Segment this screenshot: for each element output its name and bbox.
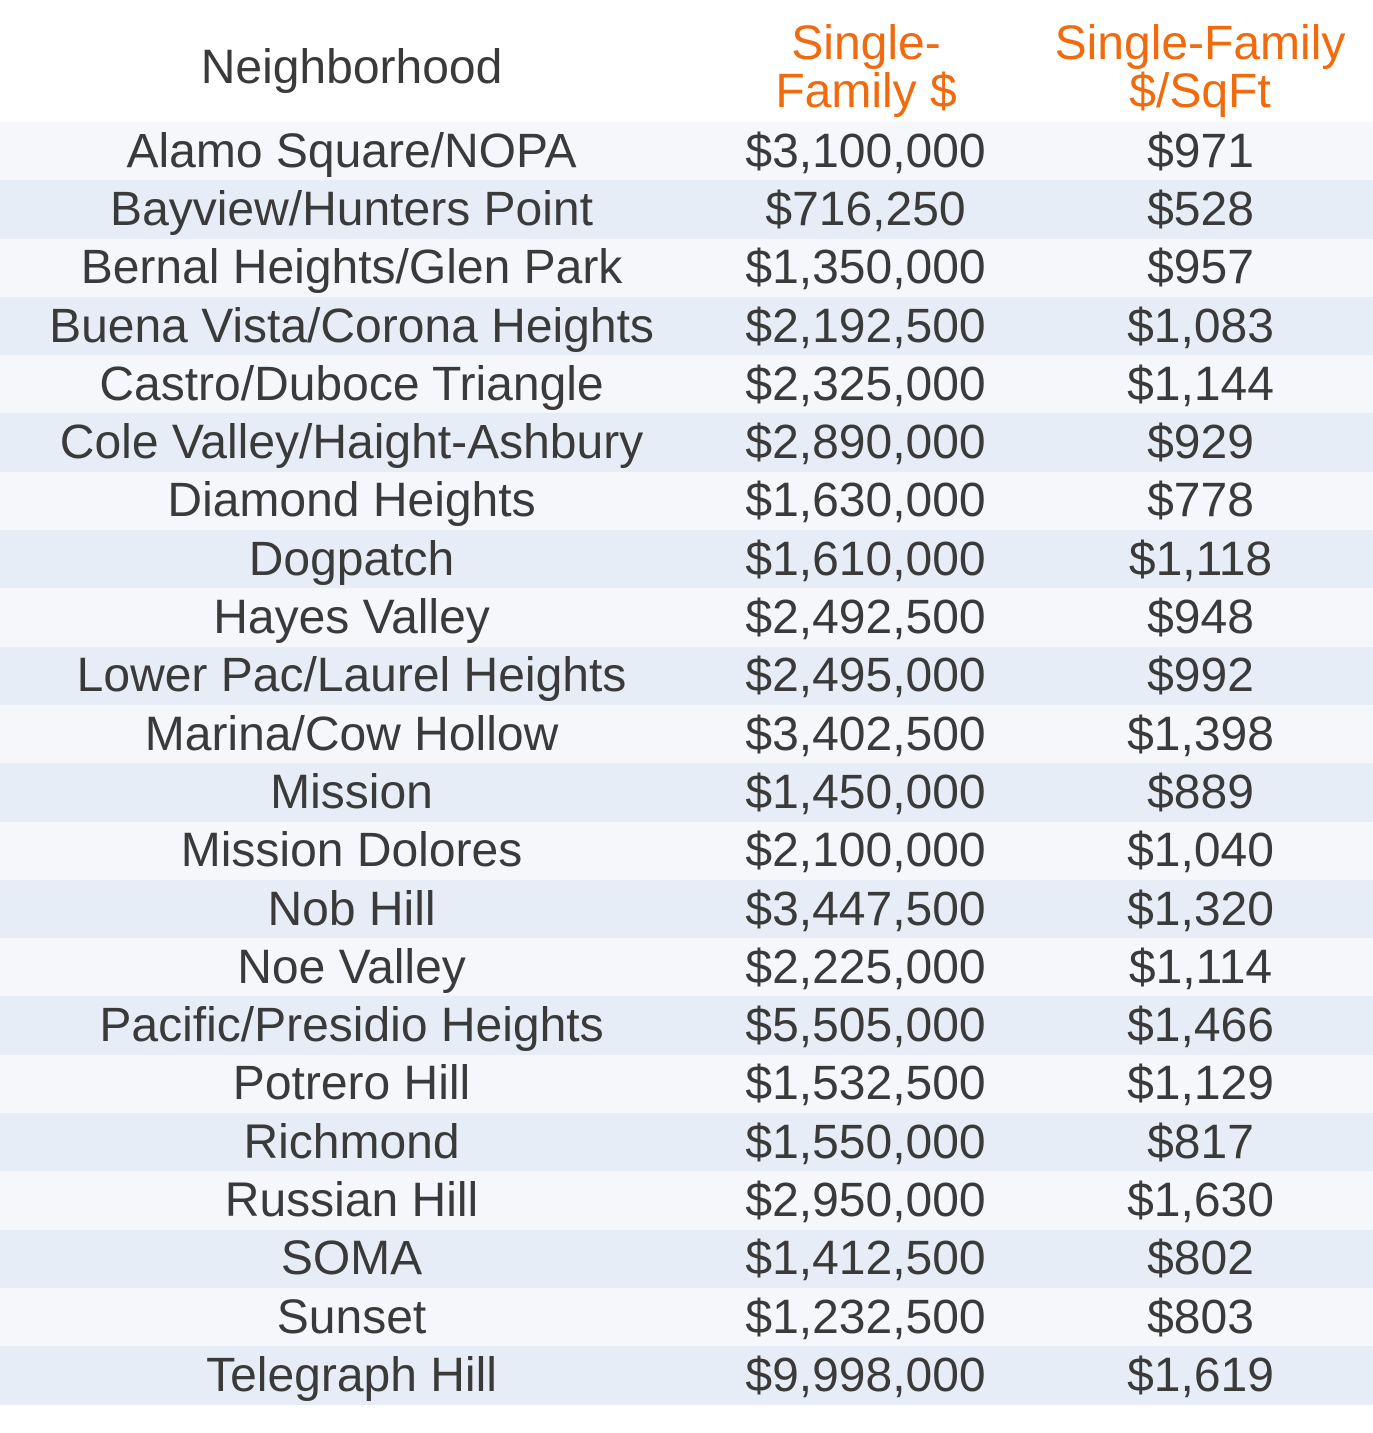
neighborhood-cell: Noe Valley (237, 940, 466, 994)
header-sqft-line1: Single-Family (1054, 17, 1346, 70)
neighborhood-cell: Pacific/Presidio Heights (99, 999, 604, 1053)
price-per-sqft-cell: $948 (1147, 591, 1254, 645)
neighborhood-cell: Bayview/Hunters Point (110, 182, 593, 236)
single-family-price-cell: $3,100,000 (745, 124, 986, 178)
table-row: Russian Hill $2,950,000 $1,630 (0, 1171, 1373, 1230)
price-per-sqft-cell: $1,118 (1128, 532, 1273, 586)
neighborhood-cell: Alamo Square/NOPA (126, 124, 577, 178)
table-row: Cole Valley/Haight-Ashbury $2,890,000 $929 (0, 413, 1373, 472)
neighborhood-cell: Hayes Valley (213, 591, 490, 645)
price-per-sqft-cell: $957 (1147, 241, 1254, 295)
single-family-price-cell: $716,250 (765, 182, 966, 236)
single-family-price-cell: $1,532,500 (745, 1057, 986, 1111)
price-per-sqft-cell: $817 (1147, 1115, 1254, 1169)
neighborhood-cell: Russian Hill (224, 1173, 479, 1227)
header-single-family-price: Single- Family $ (716, 20, 1016, 116)
table-header: Neighborhood Single- Family $ Single-Fam… (0, 0, 1373, 122)
price-per-sqft-cell: $889 (1147, 765, 1254, 819)
neighborhood-cell: Mission (270, 765, 433, 819)
single-family-price-cell: $1,350,000 (745, 241, 986, 295)
price-per-sqft-cell: $778 (1147, 474, 1254, 528)
header-price-line1: Single- (791, 17, 941, 70)
price-per-sqft-cell: $528 (1147, 182, 1254, 236)
price-per-sqft-cell: $971 (1147, 124, 1254, 178)
single-family-price-cell: $2,890,000 (745, 416, 986, 470)
neighborhood-cell: SOMA (280, 1232, 423, 1286)
neighborhood-cell: Sunset (276, 1290, 427, 1344)
price-per-sqft-cell: $929 (1147, 416, 1254, 470)
price-per-sqft-cell: $1,320 (1127, 882, 1274, 936)
single-family-price-cell: $3,447,500 (745, 882, 986, 936)
neighborhood-cell: Marina/Cow Hollow (144, 707, 559, 761)
price-per-sqft-cell: $1,129 (1127, 1057, 1274, 1111)
single-family-price-cell: $1,450,000 (745, 765, 986, 819)
neighborhood-cell: Buena Vista/Corona Heights (49, 299, 654, 353)
price-per-sqft-cell: $803 (1147, 1290, 1254, 1344)
table-row: Bernal Heights/Glen Park $1,350,000 $957 (0, 238, 1373, 297)
table-row: Nob Hill $3,447,500 $1,320 (0, 879, 1373, 939)
price-per-sqft-cell: $1,466 (1127, 999, 1274, 1053)
table-body: Alamo Square/NOPA $3,100,000 $971 Bayview/H… (0, 122, 1373, 1405)
table-row: Sunset $1,232,500 $803 (0, 1287, 1373, 1347)
price-per-sqft-cell: $992 (1147, 649, 1254, 703)
neighborhood-cell: Mission Dolores (180, 824, 523, 878)
price-per-sqft-cell: $1,083 (1127, 299, 1274, 353)
table-row: Telegraph Hill $9,998,000 $1,619 (0, 1346, 1373, 1405)
single-family-price-cell: $1,610,000 (745, 532, 986, 586)
price-per-sqft-cell: $1,398 (1127, 707, 1274, 761)
table-row: Noe Valley $2,225,000 $1,114 (0, 938, 1373, 997)
neighborhood-cell: Potrero Hill (232, 1057, 471, 1111)
single-family-price-cell: $3,402,500 (745, 707, 986, 761)
price-per-sqft-cell: $1,619 (1127, 1348, 1274, 1402)
table-row: Mission $1,450,000 $889 (0, 763, 1373, 822)
single-family-price-cell: $5,505,000 (745, 999, 986, 1053)
neighborhood-cell: Bernal Heights/Glen Park (80, 241, 623, 295)
neighborhood-cell: Dogpatch (248, 532, 455, 586)
single-family-price-cell: $1,412,500 (745, 1232, 986, 1286)
price-per-sqft-cell: $1,114 (1128, 940, 1273, 994)
single-family-price-cell: $2,492,500 (745, 591, 986, 645)
table-row: Diamond Heights $1,630,000 $778 (0, 471, 1373, 531)
single-family-price-cell: $1,550,000 (745, 1115, 986, 1169)
table-row: SOMA $1,412,500 $802 (0, 1229, 1373, 1288)
neighborhood-cell: Richmond (243, 1115, 460, 1169)
single-family-price-cell: $2,495,000 (745, 649, 986, 703)
price-per-sqft-cell: $1,144 (1127, 357, 1274, 411)
table-row: Bayview/Hunters Point $716,250 $528 (0, 180, 1373, 239)
table-row: Marina/Cow Hollow $3,402,500 $1,398 (0, 704, 1373, 764)
table-row: Alamo Square/NOPA $3,100,000 $971 (0, 122, 1373, 181)
price-per-sqft-cell: $1,630 (1127, 1173, 1274, 1227)
header-sqft-line2: $/SqFt (1129, 65, 1271, 118)
single-family-price-cell: $2,325,000 (745, 357, 986, 411)
single-family-price-cell: $2,100,000 (745, 824, 986, 878)
table-row: Richmond $1,550,000 $817 (0, 1113, 1373, 1172)
table-row: Dogpatch $1,610,000 $1,118 (0, 530, 1373, 589)
single-family-price-cell: $2,192,500 (745, 299, 986, 353)
neighborhood-cell: Diamond Heights (167, 474, 536, 528)
neighborhood-cell: Cole Valley/Haight-Ashbury (59, 416, 644, 470)
single-family-price-cell: $2,950,000 (745, 1173, 986, 1227)
single-family-price-cell: $1,630,000 (745, 474, 986, 528)
single-family-price-cell: $9,998,000 (745, 1348, 986, 1402)
header-single-family-sqft: Single-Family $/SqFt (1040, 20, 1360, 116)
table-row: Buena Vista/Corona Heights $2,192,500 $1,0… (0, 296, 1373, 356)
table-row: Pacific/Presidio Heights $5,505,000 $1,466 (0, 996, 1373, 1055)
table-row: Potrero Hill $1,532,500 $1,129 (0, 1054, 1373, 1114)
neighborhood-cell: Castro/Duboce Triangle (99, 357, 604, 411)
table-row: Castro/Duboce Triangle $2,325,000 $1,144 (0, 355, 1373, 414)
price-per-sqft-cell: $802 (1147, 1232, 1254, 1286)
price-per-sqft-cell: $1,040 (1127, 824, 1274, 878)
neighborhood-cell: Nob Hill (267, 882, 436, 936)
table-row: Mission Dolores $2,100,000 $1,040 (0, 821, 1373, 880)
neighborhood-cell: Telegraph Hill (206, 1348, 497, 1402)
single-family-price-cell: $2,225,000 (745, 940, 986, 994)
header-price-line2: Family $ (775, 65, 957, 118)
single-family-price-cell: $1,232,500 (745, 1290, 986, 1344)
table-row: Hayes Valley $2,492,500 $948 (0, 588, 1373, 647)
neighborhood-cell: Lower Pac/Laurel Heights (76, 649, 627, 703)
header-neighborhood: Neighborhood (200, 41, 503, 94)
table-row: Lower Pac/Laurel Heights $2,495,000 $992 (0, 646, 1373, 705)
